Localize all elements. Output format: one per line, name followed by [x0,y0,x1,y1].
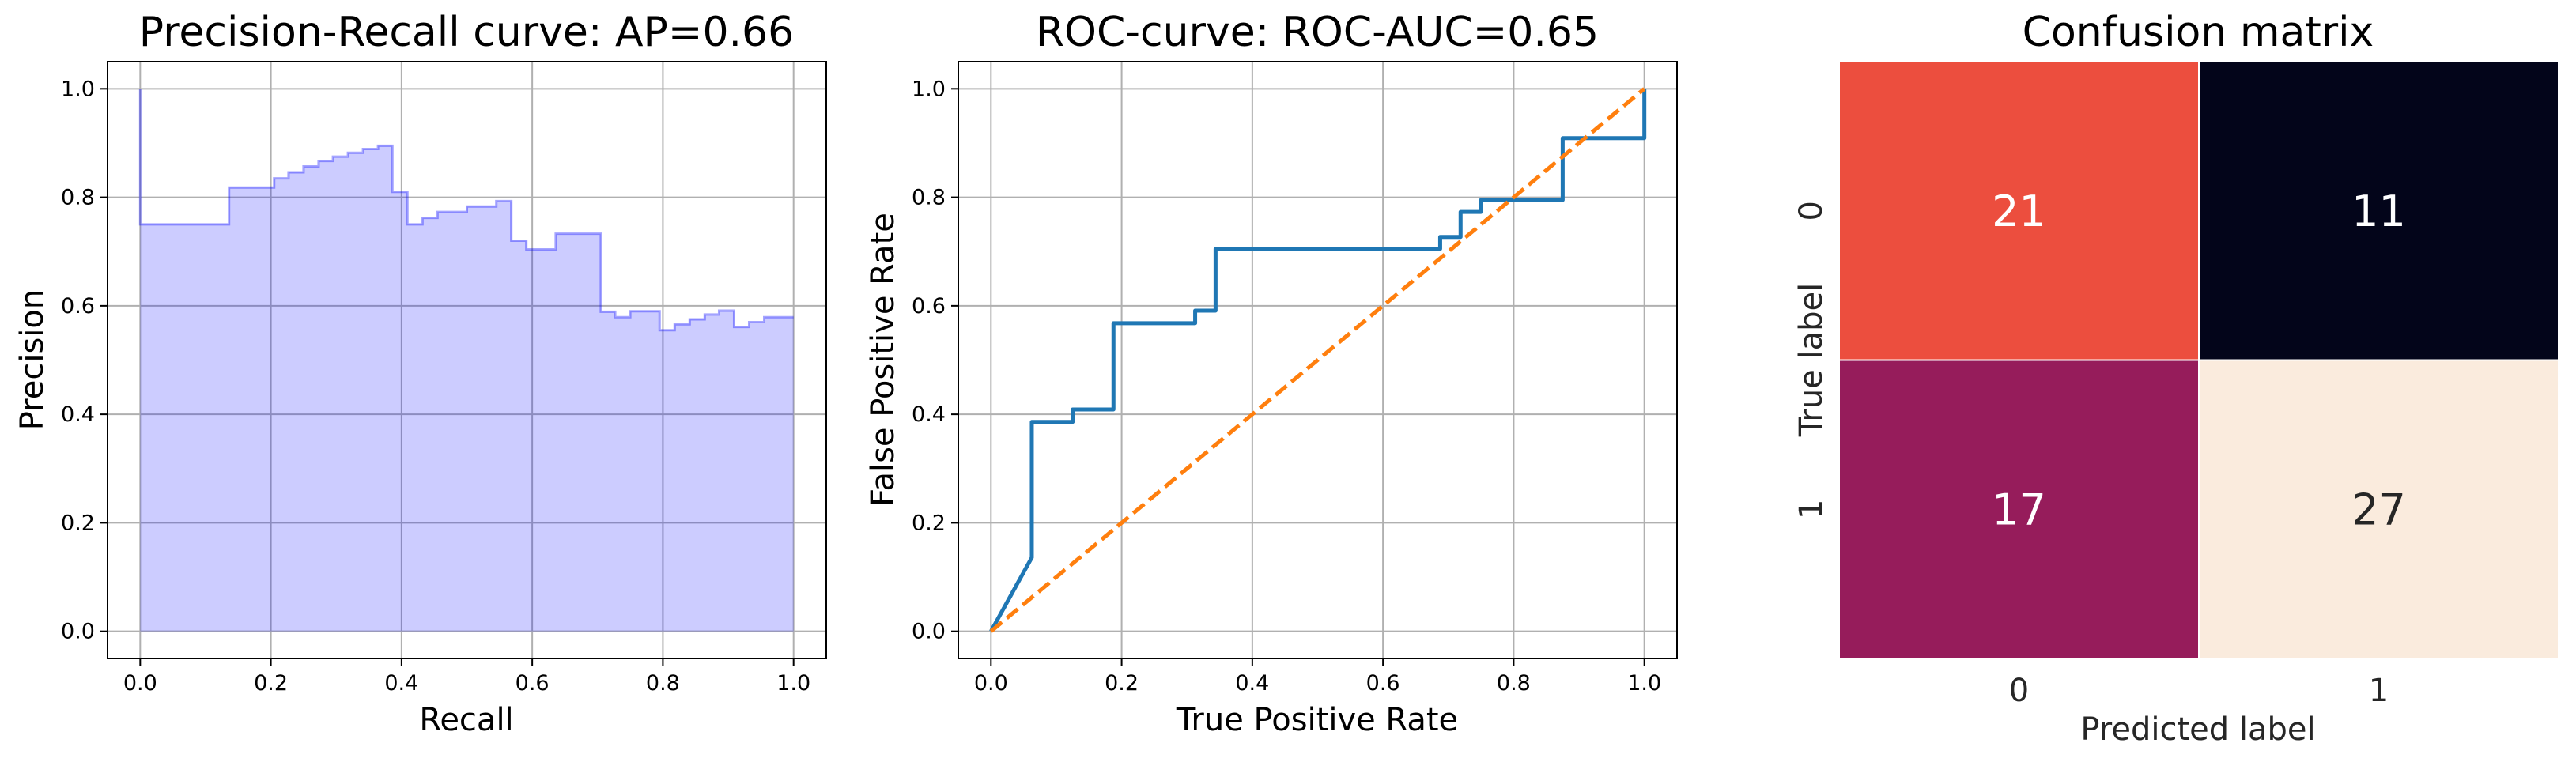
pr-title: Precision-Recall curve: AP=0.66 [139,9,794,56]
pr-xlabel: Recall [419,702,513,738]
precision-recall-panel: Precision-Recall curve: AP=0.66 0.0 0.2 0.… [14,9,827,738]
roc-ytick-label: 0.8 [912,186,946,210]
confusion-matrix-panel: Confusion matrix 21 11 17 27 0 1 0 1 Predicted… [1793,9,2559,748]
pr-ytick-label: 0.8 [61,186,95,210]
roc-axes-frame [958,61,1678,659]
pr-xtick-label: 1.0 [776,671,810,696]
cm-xtick-label: 0 [2009,673,2029,709]
pr-xtick-label: 0.8 [646,671,680,696]
roc-xtick-label: 1.0 [1627,671,1661,696]
cm-cell-value: 17 [1992,485,2046,534]
roc-curve-line [989,89,1647,632]
roc-title: ROC-curve: ROC-AUC=0.65 [1036,9,1599,56]
roc-panel: ROC-curve: ROC-AUC=0.65 0.0 0.2 0.4 0.6 0.8 1… [865,9,1678,738]
pr-ytick-label: 0.2 [61,511,95,535]
pr-xtick-label: 0.4 [384,671,418,696]
pr-ytick-label: 0.6 [61,294,95,319]
pr-plot-area [138,89,794,632]
roc-xtick-label: 0.4 [1235,671,1269,696]
roc-ytick-label: 0.0 [912,620,946,644]
cm-xtick-label: 1 [2369,673,2389,709]
roc-ticks: 0.0 0.2 0.4 0.6 0.8 1.0 0.0 0.2 0.4 0.6 0.8 1.0 [912,77,1661,696]
roc-grid [958,62,1677,658]
roc-diagonal-line [989,87,1646,633]
roc-xlabel: True Positive Rate [1176,702,1458,738]
cm-cell-value: 11 [2351,187,2406,236]
roc-ytick-label: 0.2 [912,511,946,535]
pr-xtick-label: 0.6 [516,671,550,696]
roc-plot-area [989,87,1647,633]
cm-ytick-label: 0 [1793,201,1830,221]
pr-axes-frame [107,61,827,659]
cm-cell-value: 27 [2351,485,2406,534]
pr-filled-area [140,89,794,632]
cm-ytick-label: 1 [1793,500,1830,519]
roc-xtick-label: 0.8 [1497,671,1531,696]
cm-cells: 21 11 17 27 [1838,61,2559,659]
cm-cell [2198,61,2559,361]
roc-ylabel: False Positive Rate [865,213,901,507]
roc-xtick-label: 0.0 [974,671,1008,696]
roc-ytick-label: 1.0 [912,77,946,101]
pr-ylabel: Precision [14,289,51,430]
roc-xtick-label: 0.2 [1105,671,1139,696]
cm-xlabel: Predicted label [2080,711,2315,748]
pr-ytick-label: 0.4 [61,402,95,427]
cm-ticks: 0 1 0 1 [1793,201,2389,709]
pr-xtick-label: 0.0 [123,671,157,696]
cm-ylabel: True label [1793,283,1830,437]
pr-step-line [138,89,794,332]
pr-xtick-label: 0.2 [254,671,288,696]
cm-cell-value: 21 [1992,187,2046,236]
roc-ytick-label: 0.6 [912,294,946,319]
pr-ytick-label: 0.0 [61,620,95,644]
pr-ytick-label: 1.0 [61,77,95,101]
pr-grid [108,62,826,658]
cm-title: Confusion matrix [2023,9,2374,56]
cm-cell [2198,359,2559,659]
cm-cell [1838,359,2200,659]
roc-xtick-label: 0.6 [1366,671,1400,696]
roc-ytick-label: 0.4 [912,402,946,427]
cm-cell [1838,61,2200,361]
pr-ticks: 0.0 0.2 0.4 0.6 0.8 1.0 0.0 0.2 0.4 0.6 0.8 1.0 [61,77,810,696]
